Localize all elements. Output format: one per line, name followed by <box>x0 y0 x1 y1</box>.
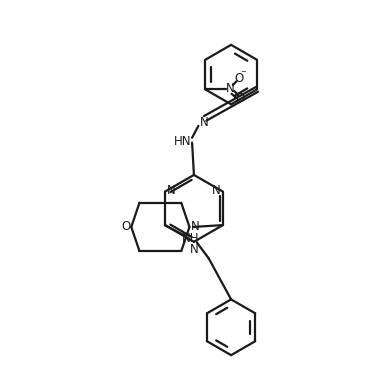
Text: $^-$: $^-$ <box>239 69 247 79</box>
Text: N: N <box>189 243 198 256</box>
Text: HN: HN <box>174 135 191 148</box>
Text: NH: NH <box>182 231 200 245</box>
Text: O: O <box>122 221 131 233</box>
Text: O: O <box>235 92 244 105</box>
Text: N: N <box>167 184 176 197</box>
Text: N: N <box>191 221 200 233</box>
Text: O: O <box>234 72 244 85</box>
Text: N: N <box>200 116 209 129</box>
Text: N: N <box>212 184 220 197</box>
Text: N: N <box>226 82 235 95</box>
